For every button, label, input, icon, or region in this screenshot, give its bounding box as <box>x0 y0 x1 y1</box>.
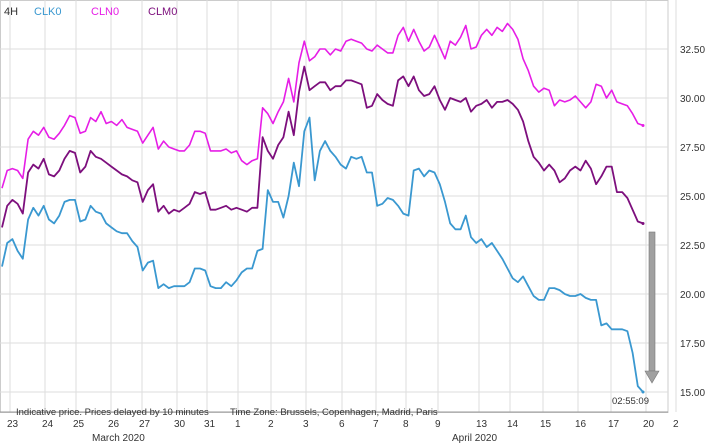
x-tick-label: 8 <box>403 419 409 430</box>
x-tick-label: 23 <box>7 419 19 430</box>
legend-item-clm0[interactable]: CLM0 <box>148 6 177 18</box>
series-end-point <box>641 221 645 225</box>
footer: Indicative price. Prices delayed by 10 m… <box>16 396 649 418</box>
series-end-point <box>641 390 645 394</box>
legend-item-clk0[interactable]: CLK0 <box>34 6 62 18</box>
y-tick-label: 17.50 <box>680 339 705 350</box>
x-month-label: April 2020 <box>452 433 497 444</box>
x-tick-label: 27 <box>139 419 151 430</box>
x-tick-label: 9 <box>435 419 441 430</box>
x-tick-label: 26 <box>108 419 120 430</box>
y-tick-label: 27.50 <box>680 143 705 154</box>
x-tick-label: 13 <box>476 419 488 430</box>
series-line-cln0 <box>1 22 644 189</box>
y-tick-label: 25.00 <box>680 192 705 203</box>
y-tick-label: 15.00 <box>680 388 705 399</box>
down-arrow-shaft <box>648 231 656 372</box>
series-end-point <box>641 123 645 127</box>
x-tick-label: 3 <box>303 419 309 430</box>
x-tick-label: 24 <box>42 419 54 430</box>
x-tick-label: 30 <box>174 419 186 430</box>
legend: 4H CLK0 CLN0 CLM0 <box>4 6 177 18</box>
delay-note: Indicative price. Prices delayed by 10 m… <box>16 407 209 418</box>
y-tick-label: 32.50 <box>680 45 705 56</box>
x-tick-label: 17 <box>608 419 620 430</box>
timeframe-label[interactable]: 4H <box>4 6 18 18</box>
plot-frame <box>0 0 669 413</box>
trend-arrow <box>644 231 660 384</box>
last-update-time: 02:55:09 <box>612 396 649 407</box>
x-tick-label: 16 <box>575 419 587 430</box>
series-line-clk0 <box>1 116 644 393</box>
x-tick-label: 7 <box>373 419 379 430</box>
legend-item-cln0[interactable]: CLN0 <box>91 6 119 18</box>
grid <box>0 0 677 413</box>
x-tick-label: 25 <box>73 419 85 430</box>
x-tick-label: 20 <box>643 419 655 430</box>
x-month-label: March 2020 <box>92 433 145 444</box>
x-tick-label: 2 <box>673 419 679 430</box>
y-tick-label: 30.00 <box>680 94 705 105</box>
x-tick-label: 15 <box>540 419 552 430</box>
axes: 15.00 17.50 20.00 22.50 25.00 27.50 30.00 32.50… <box>0 45 705 444</box>
x-tick-label: 1 <box>235 419 241 430</box>
x-tick-label: 6 <box>339 419 345 430</box>
down-arrow-icon <box>644 370 660 384</box>
series-lines <box>1 22 645 394</box>
x-tick-label: 14 <box>507 419 519 430</box>
timezone-note: Time Zone: Brussels, Copenhagen, Madrid,… <box>230 407 438 418</box>
x-tick-label: 2 <box>268 419 274 430</box>
x-tick-label: 31 <box>204 419 216 430</box>
y-tick-label: 22.50 <box>680 241 705 252</box>
series-line-clm0 <box>1 65 644 228</box>
y-tick-label: 20.00 <box>680 290 705 301</box>
